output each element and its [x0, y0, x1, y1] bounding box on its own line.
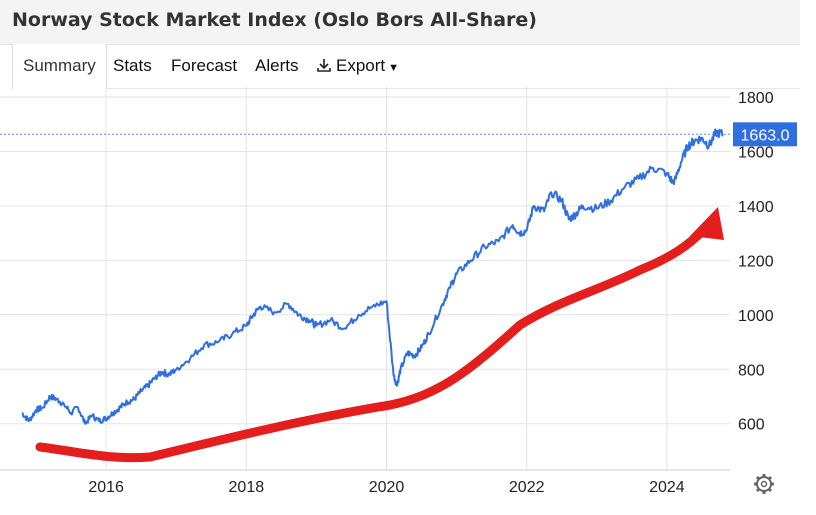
x-tick-label: 2020 [369, 479, 405, 496]
title-bar: Norway Stock Market Index (Oslo Bors All… [0, 0, 800, 45]
gear-icon[interactable] [754, 474, 774, 494]
trend-arrow [35, 207, 724, 463]
page-title: Norway Stock Market Index (Oslo Bors All… [12, 9, 537, 31]
chevron-down-icon: ▼ [388, 62, 400, 74]
y-tick-label: 800 [738, 362, 765, 379]
export-button[interactable]: Export ▼ [316, 44, 399, 88]
x-tick-label: 2018 [229, 479, 265, 496]
tab-bar: Summary Stats Forecast Alerts Export ▼ [12, 44, 800, 89]
tab-stats[interactable]: Stats [113, 56, 152, 75]
y-tick-label: 1000 [738, 308, 774, 325]
tab-alerts[interactable]: Alerts [255, 56, 299, 75]
y-tick-label: 600 [738, 417, 765, 434]
x-tick-label: 2024 [649, 479, 685, 496]
tab-summary[interactable]: Summary [12, 44, 107, 89]
x-tick-label: 2022 [509, 479, 545, 496]
x-tick-label: 2016 [88, 479, 124, 496]
y-axis: 600 800 1000 1200 1400 1600 1800 [738, 90, 774, 434]
y-tick-label: 1200 [738, 253, 774, 270]
download-icon [317, 59, 331, 72]
y-tick-label: 1800 [738, 90, 774, 107]
last-price: 1663.0 [0, 122, 797, 147]
y-tick-label: 1400 [738, 199, 774, 216]
series-layer [21, 128, 724, 425]
series-line [21, 128, 724, 425]
trend-arrow-head [690, 207, 724, 240]
last-price-badge [733, 122, 797, 147]
trend-arrow-line [35, 223, 710, 463]
export-label: Export [336, 56, 386, 75]
x-axis: 2016 2018 2020 2022 2024 [88, 479, 684, 496]
last-price-label: 1663.0 [741, 127, 790, 144]
tab-forecast[interactable]: Forecast [171, 56, 238, 75]
y-tick-label: 1600 [738, 144, 774, 161]
